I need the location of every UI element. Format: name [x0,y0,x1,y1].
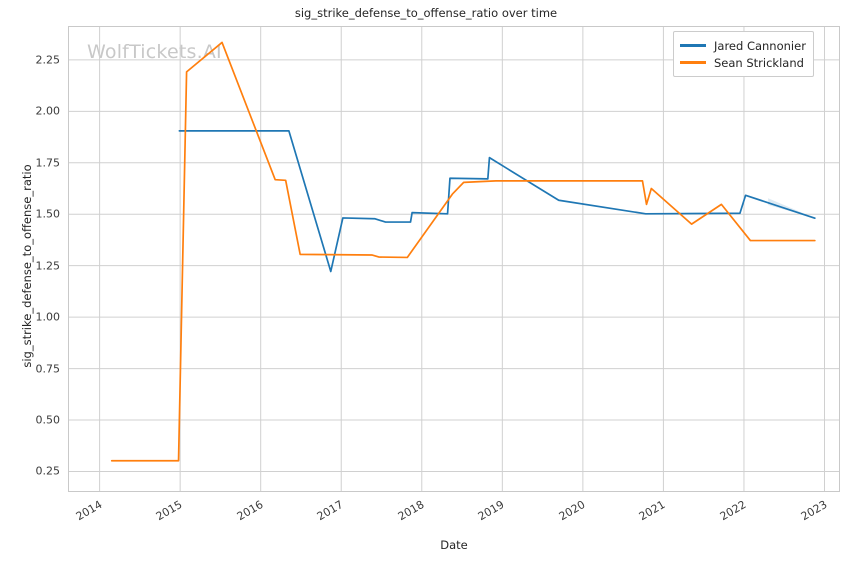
series-line [178,130,816,273]
plot-area: WolfTickets.AI [68,26,840,492]
legend-item[interactable]: Jared Cannonier [680,37,806,54]
x-axis-label: Date [440,538,468,552]
legend-color-swatch [680,61,706,64]
y-tick-label: 1.75 [35,156,61,170]
x-tick-label: 2020 [556,498,588,524]
x-tick-label: 2018 [395,498,427,524]
y-tick-label: 2.00 [35,104,61,118]
x-tick-label: 2016 [234,498,266,524]
y-tick-label: 0.25 [35,464,61,478]
y-tick-label: 1.00 [35,310,61,324]
plot-svg [69,27,839,491]
x-tick-label: 2015 [153,498,185,524]
y-tick-label: 0.50 [35,413,61,427]
legend-label: Sean Strickland [714,55,804,70]
x-tick-label: 2021 [637,498,668,524]
confidence-band-group [768,198,815,219]
confidence-band [768,198,815,219]
x-tick-label: 2017 [314,498,346,524]
legend-label: Jared Cannonier [714,38,806,53]
y-tick-label: 2.25 [35,53,61,67]
x-tick-label: 2022 [717,498,749,524]
x-tick-label: 2023 [798,498,829,524]
x-tick-label: 2014 [73,498,105,524]
y-axis-label: sig_strike_defense_to_offense_ratio [20,164,34,368]
y-tick-label: 1.25 [35,259,61,273]
legend-color-swatch [680,44,706,47]
chart-title: sig_strike_defense_to_offense_ratio over… [294,6,558,20]
grid-lines [69,27,839,491]
y-tick-label: 1.50 [35,207,61,221]
legend-item[interactable]: Sean Strickland [680,54,806,71]
x-tick-label: 2019 [476,498,507,524]
y-tick-label: 0.75 [35,362,61,376]
chart-legend: Jared Cannonier Sean Strickland [673,31,814,77]
series-lines-group [110,41,816,462]
series-line [110,41,816,462]
